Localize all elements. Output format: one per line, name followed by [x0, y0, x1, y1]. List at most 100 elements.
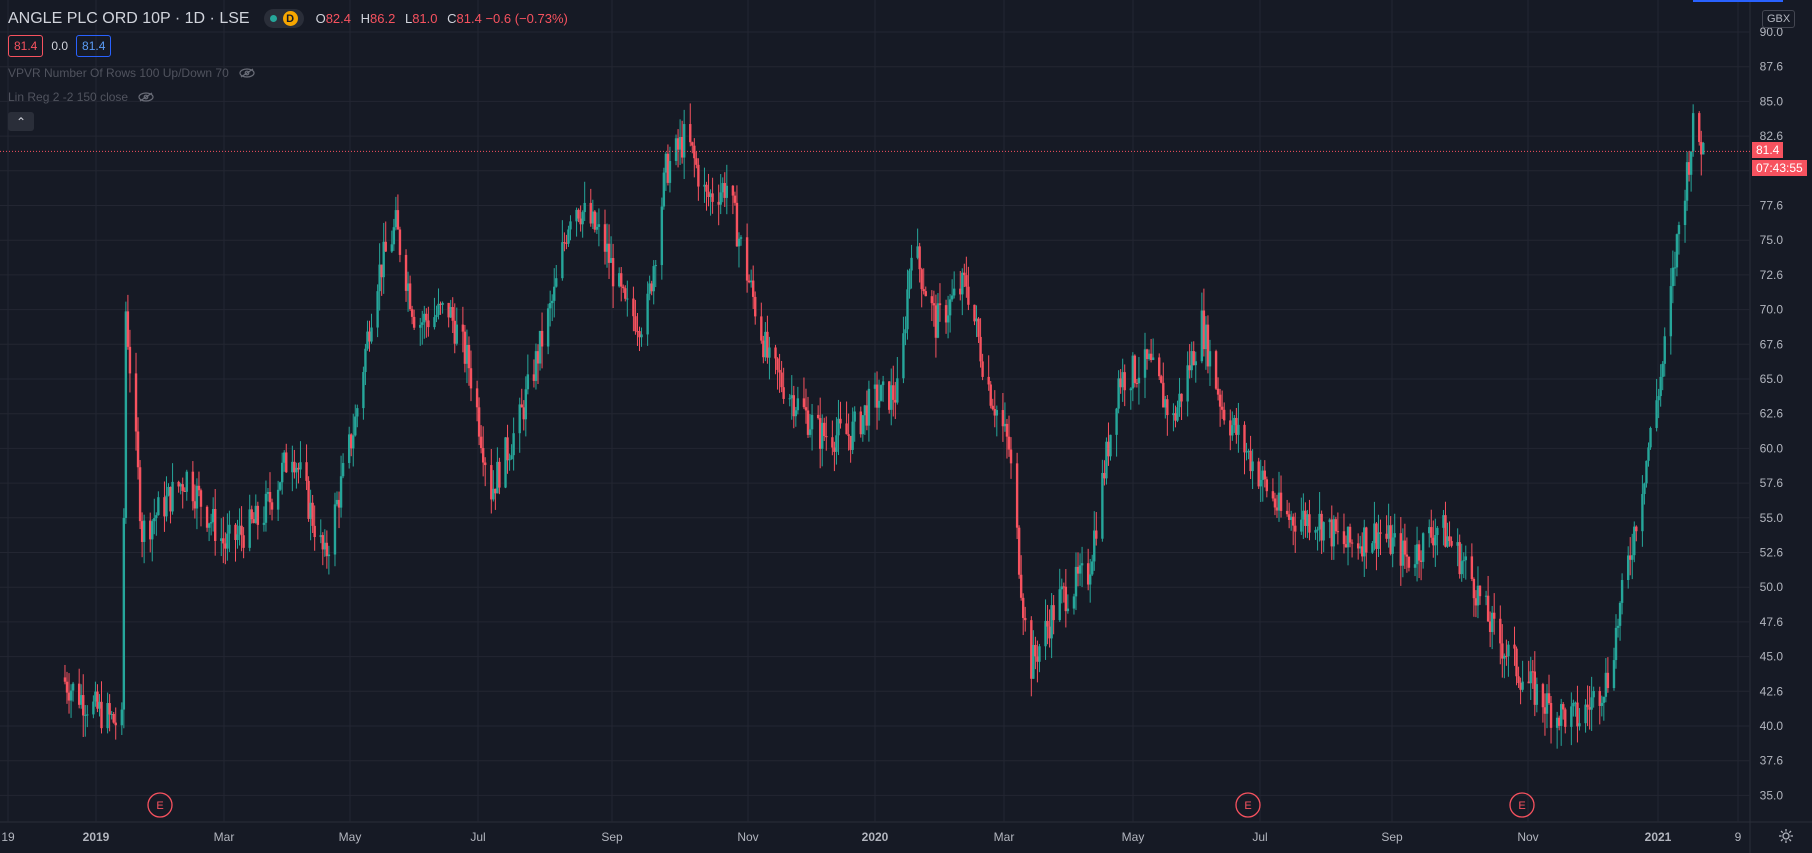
candle-body: [609, 258, 613, 263]
candle-body: [561, 242, 564, 279]
earnings-marker-circle: [1235, 792, 1261, 818]
candle-body: [1279, 492, 1283, 511]
candle-body: [536, 351, 540, 364]
candle-body: [240, 525, 243, 536]
symbol-title[interactable]: ANGLE PLC ORD 10P · 1D · LSE: [8, 9, 250, 27]
candle-body: [1186, 365, 1189, 402]
earnings-marker[interactable]: E: [1509, 792, 1535, 818]
earnings-marker-circle: [147, 792, 173, 818]
candle-body: [165, 495, 168, 517]
candle-body: [1434, 535, 1437, 546]
candle-body: [766, 331, 769, 358]
candle-body: [112, 713, 115, 723]
earnings-marker[interactable]: E: [1235, 792, 1261, 818]
settings-gear-icon[interactable]: [1778, 828, 1794, 844]
candle-body: [837, 418, 840, 436]
candle-body: [693, 145, 696, 159]
candle-body: [1151, 357, 1155, 361]
candle-body: [634, 316, 637, 332]
bid-price[interactable]: 81.4: [8, 35, 44, 57]
x-tick-label: Nov: [1517, 830, 1538, 844]
candle-body: [952, 288, 956, 296]
candle-body: [1456, 542, 1459, 546]
candle-body: [1631, 555, 1634, 560]
candle-body: [863, 405, 867, 416]
candle-body: [1399, 533, 1403, 566]
candle-body: [1492, 612, 1496, 619]
candle-body: [67, 692, 71, 701]
market-status[interactable]: D: [263, 9, 304, 28]
candle-body: [607, 243, 611, 263]
candle-body: [1385, 533, 1388, 539]
candle-body: [934, 305, 938, 338]
indicator-linreg[interactable]: Lin Reg 2 -2 150 close: [8, 90, 154, 104]
candle-body: [467, 344, 471, 369]
candle-body: [1626, 555, 1630, 581]
candle-body: [689, 124, 692, 143]
ohlc-values: O82.4 H86.2 L81.0 C81.4 −0.6 (−0.73%): [316, 11, 574, 26]
collapse-legend-button[interactable]: ⌃: [8, 112, 34, 131]
candle-body: [370, 327, 373, 342]
candle-body: [396, 210, 400, 230]
candle-body: [1685, 162, 1689, 201]
candle-body: [94, 691, 97, 702]
spread-value: 0.0: [51, 39, 69, 53]
candle-body: [1294, 525, 1297, 532]
candle-body: [678, 137, 682, 150]
currency-label[interactable]: GBX: [1762, 10, 1796, 28]
candle-body: [1261, 470, 1264, 480]
candle-body: [1145, 349, 1149, 360]
candle-body: [252, 519, 255, 523]
candle-body: [760, 316, 763, 341]
candle-body: [1600, 702, 1603, 706]
indicator-vpvr[interactable]: VPVR Number Of Rows 100 Up/Down 70: [8, 66, 255, 80]
x-tick-label: 19: [1, 830, 15, 844]
indicator-label: VPVR Number Of Rows 100 Up/Down 70: [8, 66, 229, 80]
candle-body: [782, 387, 785, 399]
x-tick-label: 2021: [1645, 830, 1672, 844]
candle-body: [1407, 556, 1411, 568]
candle-body: [1373, 523, 1376, 544]
candle-body: [967, 286, 970, 305]
candle-body: [412, 316, 416, 328]
candle-body: [936, 303, 940, 338]
earnings-marker-label: E: [1518, 800, 1525, 812]
hidden-eye-icon[interactable]: [138, 92, 154, 102]
ask-price[interactable]: 81.4: [76, 35, 112, 57]
candle-body: [106, 703, 109, 729]
candle-body: [1359, 546, 1362, 549]
candle-body: [682, 124, 686, 158]
ohlc-value: 82.4: [325, 11, 352, 26]
candle-body: [1614, 627, 1618, 661]
candle-body: [764, 331, 767, 358]
candle-body: [220, 538, 223, 542]
candle-body: [879, 385, 883, 401]
candle-body: [1164, 399, 1167, 408]
candle-body: [63, 677, 67, 682]
candle-body: [1505, 655, 1508, 657]
candle-body: [285, 452, 288, 473]
candle-body: [993, 409, 996, 416]
candle-body: [733, 195, 737, 203]
candle-body: [881, 381, 885, 386]
candle-body: [1259, 479, 1262, 487]
candle-body: [603, 224, 607, 252]
candle-body: [1488, 621, 1492, 633]
candle-body: [577, 209, 580, 219]
earnings-marker[interactable]: E: [147, 792, 173, 818]
candle-body: [423, 313, 426, 323]
candle-body: [553, 286, 556, 301]
hidden-eye-icon[interactable]: [239, 68, 255, 78]
candle-body: [1306, 514, 1309, 526]
candle-body: [1444, 515, 1447, 547]
candle-body: [853, 411, 856, 422]
candle-body: [1147, 353, 1151, 360]
candle-body: [892, 385, 895, 400]
candle-body: [579, 218, 582, 225]
candle-body: [1344, 544, 1348, 548]
candle-body: [875, 384, 879, 408]
candle-body: [662, 172, 666, 207]
interval-badge: D: [282, 11, 298, 26]
candle-body: [1346, 526, 1350, 548]
